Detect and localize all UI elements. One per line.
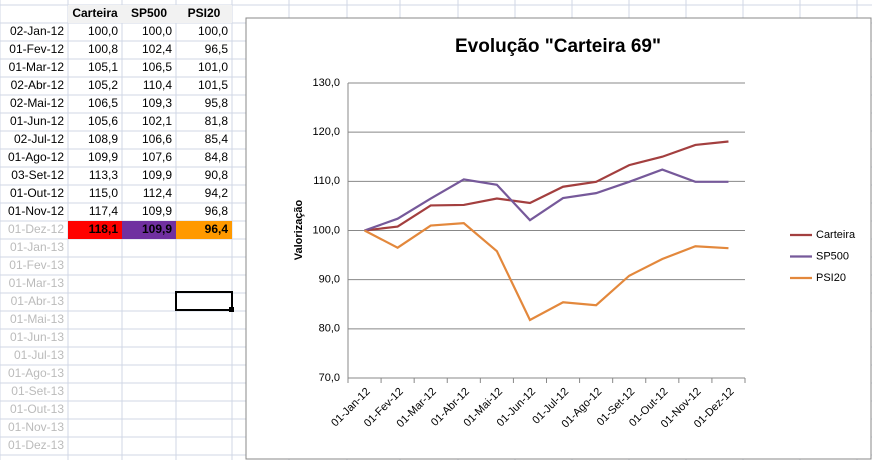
y-tick-label: 120,0: [312, 126, 340, 138]
date-cell: 03-Set-12: [11, 168, 64, 182]
selected-cell[interactable]: [175, 291, 233, 311]
header-bg: [68, 5, 232, 23]
series-line: [364, 168, 729, 232]
value-cell: 96,4: [205, 222, 229, 236]
value-cell: 109,9: [142, 168, 172, 182]
series-line: [364, 221, 729, 322]
legend-label: Carteira: [816, 229, 856, 241]
y-tick-label: 90,0: [319, 274, 340, 286]
value-cell: 108,9: [88, 132, 118, 146]
date-cell: 01-Dez-12: [8, 222, 64, 236]
date-cell: 01-Out-13: [10, 402, 64, 416]
date-cell: 02-Jan-12: [10, 24, 64, 38]
date-cell: 01-Mar-12: [9, 60, 65, 74]
value-cell: 117,4: [89, 204, 118, 218]
column-header: PSI20: [188, 6, 221, 20]
value-cell: 110,4: [143, 78, 172, 92]
value-cell: 100,0: [142, 24, 172, 38]
legend-label: SP500: [816, 250, 849, 262]
date-cell: 01-Abr-13: [11, 294, 65, 308]
date-cell: 01-Set-13: [11, 384, 64, 398]
series-line: [364, 140, 729, 232]
y-tick-label: 80,0: [319, 323, 340, 335]
y-tick-label: 130,0: [312, 77, 340, 89]
value-cell: 109,9: [142, 222, 172, 236]
date-cell: 02-Jul-12: [14, 132, 64, 146]
value-cell: 106,5: [88, 96, 118, 110]
date-cell: 01-Fev-13: [9, 258, 64, 272]
date-cell: 02-Mai-12: [10, 96, 64, 110]
value-cell: 84,8: [205, 150, 229, 164]
date-cell: 01-Jul-13: [14, 348, 64, 362]
value-cell: 81,8: [205, 114, 229, 128]
highlight-cell: [68, 221, 122, 239]
date-cell: 01-Nov-12: [8, 204, 64, 218]
value-cell: 106,5: [142, 60, 172, 74]
date-cell: 01-Nov-13: [8, 420, 64, 434]
y-axis-label: Valorização: [293, 199, 305, 260]
value-cell: 105,2: [88, 78, 118, 92]
date-cell: 01-Fev-12: [9, 42, 64, 56]
chart-area: [245, 17, 872, 460]
value-cell: 94,2: [205, 186, 229, 200]
value-cell: 106,6: [142, 132, 172, 146]
date-cell: 01-Jun-12: [10, 114, 64, 128]
value-cell: 102,4: [142, 42, 172, 56]
fill-handle[interactable]: [229, 307, 234, 312]
value-cell: 100,0: [88, 24, 118, 38]
date-cell: 01-Out-12: [10, 186, 64, 200]
date-cell: 01-Jun-13: [10, 330, 64, 344]
date-cell: 01-Jan-13: [10, 240, 64, 254]
legend-label: PSI20: [816, 272, 846, 284]
value-cell: 118,1: [89, 222, 119, 236]
date-cell: 01-Dez-13: [8, 438, 64, 452]
y-tick-label: 70,0: [319, 372, 340, 384]
value-cell: 112,4: [143, 186, 172, 200]
value-cell: 85,4: [205, 132, 229, 146]
value-cell: 107,6: [142, 150, 172, 164]
column-header: SP500: [131, 6, 167, 20]
value-cell: 109,9: [142, 204, 172, 218]
date-cell: 01-Ago-12: [8, 150, 64, 164]
value-cell: 95,8: [205, 96, 229, 110]
value-cell: 96,8: [205, 204, 229, 218]
value-cell: 113,3: [89, 168, 118, 182]
column-header: Carteira: [72, 6, 118, 20]
value-cell: 90,8: [205, 168, 229, 182]
date-cell: 01-Mai-13: [10, 312, 64, 326]
highlight-cell: [176, 221, 232, 239]
value-cell: 101,5: [198, 78, 228, 92]
value-cell: 100,8: [88, 42, 118, 56]
value-cell: 109,3: [142, 96, 172, 110]
value-cell: 115,0: [89, 186, 118, 200]
date-cell: 01-Mar-13: [9, 276, 65, 290]
value-cell: 101,0: [198, 60, 228, 74]
value-cell: 100,0: [198, 24, 228, 38]
value-cell: 102,1: [142, 114, 172, 128]
value-cell: 105,1: [88, 60, 118, 74]
value-cell: 96,5: [205, 42, 229, 56]
chart-title: Evolução "Carteira 69": [455, 36, 661, 57]
y-tick-label: 100,0: [312, 224, 340, 236]
date-cell: 01-Ago-13: [8, 366, 64, 380]
value-cell: 105,6: [88, 114, 118, 128]
value-cell: 109,9: [88, 150, 118, 164]
y-tick-label: 110,0: [313, 175, 340, 187]
date-cell: 02-Abr-12: [11, 78, 65, 92]
highlight-cell: [122, 221, 176, 239]
